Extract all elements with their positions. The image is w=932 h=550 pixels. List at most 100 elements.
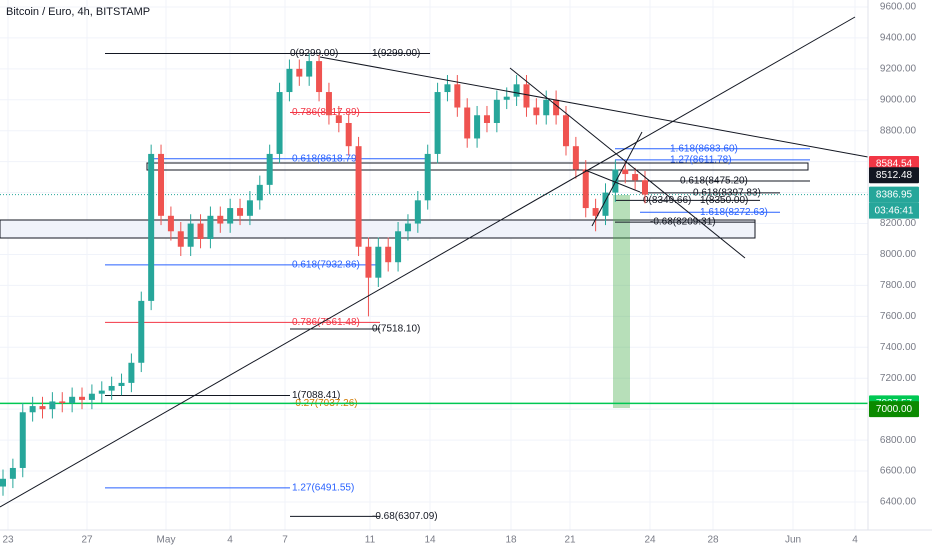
- countdown-box: [869, 202, 919, 219]
- candle-body: [474, 115, 481, 139]
- candle-body: [187, 223, 194, 247]
- y-tick-label: 7200.00: [880, 373, 917, 384]
- y-tick-label: 8800.00: [880, 125, 917, 136]
- candle-body: [59, 401, 66, 403]
- price-axis: [868, 0, 932, 550]
- fib-label: 0(8349.66): [643, 195, 691, 206]
- candle-body: [414, 200, 421, 224]
- x-tick-label: 14: [424, 535, 436, 546]
- y-tick-label: 9000.00: [880, 94, 917, 105]
- price-label: 8386.95: [876, 189, 913, 200]
- candle-body: [217, 215, 224, 224]
- candle-body: [562, 115, 569, 147]
- y-tick-label: 7800.00: [880, 280, 917, 291]
- x-tick-label: 18: [505, 535, 517, 546]
- fib-label: -0.68(6307.09): [372, 511, 438, 522]
- time-axis: [0, 530, 932, 550]
- y-tick-label: 9200.00: [880, 63, 917, 74]
- zone-box: [146, 162, 809, 171]
- candle-body: [592, 208, 599, 216]
- y-tick-label: 8000.00: [880, 249, 917, 260]
- candle-body: [345, 122, 352, 147]
- y-tick-label: 7400.00: [880, 342, 917, 353]
- candle-body: [622, 169, 629, 175]
- price-label: 8584.54: [876, 159, 913, 170]
- fib-label: 0.786(7561.48): [292, 317, 360, 328]
- trend-line: [591, 131, 643, 227]
- position-box: [613, 195, 630, 408]
- candle-body: [246, 200, 253, 216]
- candle-body: [375, 246, 382, 278]
- candle-body: [513, 84, 520, 97]
- candle-body: [177, 231, 184, 247]
- zone-box: [0, 219, 756, 239]
- fib-label: 0(7518.10): [372, 324, 420, 335]
- candle-body: [602, 192, 609, 216]
- trend-line: [584, 169, 641, 193]
- trend-line: [509, 67, 746, 259]
- fib-label: 1.618(8683.60): [670, 143, 738, 154]
- x-tick-label: 21: [564, 535, 576, 546]
- candle-body: [316, 61, 323, 93]
- price-label-box: [869, 401, 919, 418]
- price-label-box: [869, 186, 919, 203]
- candle-body: [642, 180, 648, 195]
- candle-body: [197, 223, 204, 240]
- y-tick-label: 6800.00: [880, 435, 917, 446]
- candle-body: [0, 478, 6, 487]
- x-tick-label: 7: [282, 535, 288, 546]
- y-tick-label: 7600.00: [880, 311, 917, 322]
- candle-body: [395, 231, 402, 263]
- fib-label: 1(8350.00): [700, 195, 748, 206]
- candle-body: [325, 92, 332, 116]
- y-tick-label: 6400.00: [880, 497, 917, 508]
- x-tick-label: 23: [2, 535, 14, 546]
- x-tick-label: 28: [707, 535, 719, 546]
- candle-body: [296, 68, 303, 77]
- trend-line: [319, 56, 869, 158]
- candle-body: [266, 153, 273, 185]
- candle-body: [434, 92, 441, 154]
- candle-body: [612, 169, 619, 193]
- trend-lines: [0, 16, 869, 508]
- candles: [0, 53, 648, 496]
- candle-body: [404, 223, 411, 232]
- candle-body: [158, 153, 165, 216]
- fib-label: 0.786(8917.89): [292, 107, 360, 118]
- candle-body: [365, 246, 372, 278]
- candle-body: [108, 385, 115, 391]
- candle-body: [138, 300, 145, 363]
- candle-body: [167, 215, 174, 232]
- candle-body: [256, 184, 263, 201]
- candle-body: [39, 406, 46, 410]
- candle-body: [148, 153, 155, 301]
- candle-body: [503, 96, 510, 100]
- candle-body: [29, 406, 36, 413]
- candle-body: [227, 208, 234, 224]
- candle-body: [483, 115, 490, 123]
- candle-body: [118, 382, 125, 386]
- x-tick-label: 24: [644, 535, 656, 546]
- candle-body: [553, 99, 560, 116]
- y-tick-label: 8200.00: [880, 218, 917, 229]
- fib-levels: 0(9299.00) 1(9299.00)0.786(8917.89)0.618(…: [0, 48, 868, 522]
- fib-label: 0.618(8618.79): [292, 153, 360, 164]
- x-tick-label: 11: [365, 535, 376, 546]
- candle-body: [355, 146, 362, 247]
- fib-label: 1(9299.00): [372, 48, 420, 59]
- candle-body: [464, 107, 471, 139]
- y-tick-label: 9400.00: [880, 33, 917, 44]
- candle-body: [533, 107, 540, 116]
- candle-body: [9, 467, 16, 479]
- candle-body: [237, 208, 244, 216]
- candle-body: [306, 61, 313, 77]
- candle-body: [98, 390, 105, 394]
- candle-body: [632, 174, 639, 181]
- fib-label: 1(7088.41): [292, 390, 340, 401]
- x-tick-label: 4: [852, 535, 858, 546]
- price-label: 8512.48: [876, 170, 913, 181]
- y-tick-label: 6600.00: [880, 466, 917, 477]
- fib-label: 0.618(7932.86): [292, 260, 360, 271]
